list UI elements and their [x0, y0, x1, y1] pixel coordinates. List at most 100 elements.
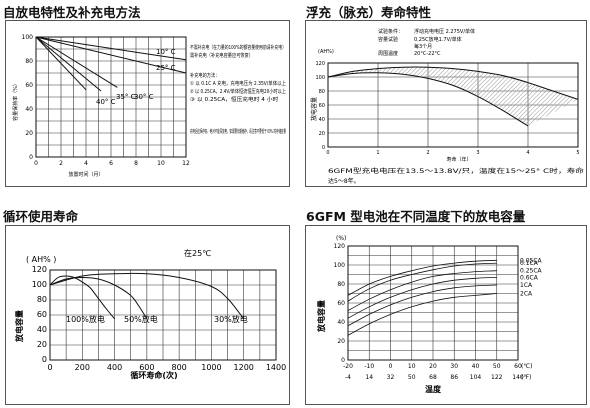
- y-tick-label: 120: [315, 61, 325, 67]
- y-axis-label: 放电容量: [14, 310, 24, 343]
- series-line: [49, 276, 148, 320]
- x2-tick-label: 122: [491, 374, 503, 381]
- y-tick-label: 40: [319, 117, 325, 123]
- series-line: [35, 36, 87, 91]
- y-tick-label: 80: [25, 58, 33, 65]
- series-line: [347, 259, 497, 296]
- y-tick-label: 100: [315, 75, 325, 81]
- caption-text-continued: 达5～8年。: [328, 177, 360, 185]
- series-label: 0.05CA: [520, 257, 543, 264]
- y-tick-label: 120: [334, 243, 346, 250]
- chart-title: 在25℃: [184, 248, 211, 258]
- self-discharge-chart: 0 2 4 6 8 10 12 0 20 40 60 80 100 放置时间（月） 容量保持率（%） 10° …: [12, 34, 286, 178]
- y-axis-label: 放电容量: [316, 300, 326, 333]
- series-label: 25° C: [156, 64, 176, 72]
- plot-frame: [35, 36, 187, 158]
- x-tick-label: 8: [134, 160, 138, 167]
- y-tick-label: 80: [319, 89, 325, 95]
- series-line: [347, 293, 497, 336]
- condition-label: 试验条件：: [378, 28, 403, 35]
- x-tick-label: 12: [182, 160, 190, 167]
- series-label: 30° C: [134, 93, 154, 101]
- x-tick-label: 10: [408, 363, 416, 370]
- title-float-life: 浮充（脉充）寿命特性: [306, 5, 432, 20]
- series-line: [35, 36, 187, 74]
- x-tick-label: 2: [59, 160, 63, 167]
- x-tick-label: 60: [514, 363, 522, 370]
- title-temperature-capacity: 6GFM 型电池在不同温度下的放电容量: [306, 209, 526, 224]
- series-line: [49, 275, 115, 320]
- note-text: 充电后应保存好，绝对不能深放电，如需要长期储存，请注意不要低于 60% 的存储容…: [190, 128, 286, 135]
- series-label: 50%放电: [124, 314, 158, 324]
- x-tick-label: 400: [107, 363, 122, 372]
- y-axis-label: 容量保持率（%）: [12, 81, 19, 121]
- note-text: ① 以 0.1C A 充电，充电电压为 2.35V/单体以上: [190, 80, 286, 87]
- y-tick-label: 100: [32, 280, 47, 289]
- x2-tick-label: 104: [470, 374, 482, 381]
- x-tick-label: 3: [476, 150, 479, 156]
- float-life-chart-panel: 0 1 2 3 4 5 0 20 40 60 80 100 120 (AH%) 寿命（年） 放电容量 试验条件：…: [305, 20, 587, 187]
- temperature-capacity-chart: -20 -10 0 10 20 30 40 50 60 0 20 40 60 80 100 120(%) -4 1…: [316, 235, 543, 394]
- condition-value: 每3个月: [414, 43, 432, 50]
- y-tick-label: 20: [319, 131, 325, 137]
- x-tick-label: 6: [109, 160, 113, 167]
- x-tick-label: 800: [172, 363, 187, 372]
- y-tick-label: 20: [25, 130, 33, 137]
- y-tick-label: 20: [337, 338, 345, 345]
- x-tick-label: 20: [429, 363, 437, 370]
- x-tick-label: 4: [84, 160, 88, 167]
- x-tick-label: -10: [364, 363, 374, 370]
- x-tick-label: 200: [75, 363, 90, 372]
- x-axis-label: 温度: [425, 384, 442, 394]
- x-tick-label: 0: [47, 363, 52, 372]
- y-unit-label: (AH%): [318, 49, 334, 55]
- condition-label: 周围温度: [378, 50, 398, 57]
- x2-tick-label: 140: [512, 374, 524, 381]
- series-label: 1CA: [520, 282, 533, 289]
- x-tick-label: 50: [493, 363, 501, 370]
- x-axis-label: 寿命（年）: [446, 156, 471, 163]
- x-tick-label: 2: [426, 150, 429, 156]
- condition-value: 浮动充电电压 2.275V/单体: [414, 28, 475, 35]
- x-tick-label: -20: [343, 363, 353, 370]
- y-tick-label: 0: [341, 357, 345, 364]
- x2-tick-label: 86: [450, 374, 458, 381]
- note-text: 需补充电（补充电容量应可恢复）: [190, 52, 253, 59]
- series-line: [347, 270, 497, 311]
- x-tick-label: 1: [376, 150, 379, 156]
- series-label: 2CA: [520, 291, 533, 298]
- y-tick-label: 0: [42, 355, 47, 364]
- y-tick-label: 40: [37, 325, 47, 334]
- plot-frame: [347, 245, 519, 361]
- self-discharge-chart-panel: 0 2 4 6 8 10 12 0 20 40 60 80 100 放置时间（月） 容量保持率（%） 10° …: [5, 20, 290, 187]
- x2-tick-label: 50: [408, 374, 416, 381]
- plot-frame: [327, 62, 579, 148]
- note-text: ② 以 0.25CA，2.4V/单体恒流恒压充电20小时以上: [190, 88, 286, 95]
- x2-tick-label: 14: [365, 374, 373, 381]
- temperature-capacity-chart-panel: -20 -10 0 10 20 30 40 50 60 0 20 40 60 80 100 120 (%) -4 1…: [305, 225, 587, 405]
- y-tick-label: 0: [29, 154, 33, 161]
- x2-unit-label: (℉): [521, 374, 531, 381]
- series-line: [49, 272, 245, 320]
- y-axis-label: 放电容量: [310, 97, 318, 121]
- y-unit-label: (%): [336, 235, 346, 242]
- x-tick-label: 4: [526, 150, 529, 156]
- cycle-life-chart-panel: 0 200 400 600 800 1000 1200 1400 0 20 40 60 80 100 120…: [5, 225, 290, 405]
- series-label: 0.1CA: [520, 260, 539, 267]
- x-tick-label: 0: [326, 150, 329, 156]
- y-tick-label: 100: [334, 262, 346, 269]
- x-unit-label: (℃): [521, 363, 532, 370]
- x-tick-label: 40: [472, 363, 480, 370]
- series-label: 30%放电: [214, 314, 248, 324]
- caption-text: 6GFM型充电电压在13.5～13.8V/只，温度在15～25° C时，寿命: [328, 167, 584, 175]
- condition-value: 20°C-22°C: [414, 51, 441, 57]
- y-unit-label: ( AH% ): [26, 255, 56, 264]
- title-self-discharge: 自放电特性及补充电方法: [3, 5, 141, 20]
- x-tick-label: 1000: [201, 363, 221, 372]
- note-text: 不需补充电（在力量的100%的额容量使用前请补充电）: [190, 44, 286, 51]
- float-life-chart: 0 1 2 3 4 5 0 20 40 60 80 100 120 (AH%) 寿命（年） 放电容量 试验条件：…: [310, 28, 584, 185]
- y-tick-label: 60: [337, 300, 345, 307]
- x2-tick-label: 68: [429, 374, 437, 381]
- title-cycle-life: 循环使用寿命: [3, 209, 79, 224]
- x-axis-label: 放置时间（月）: [68, 171, 103, 178]
